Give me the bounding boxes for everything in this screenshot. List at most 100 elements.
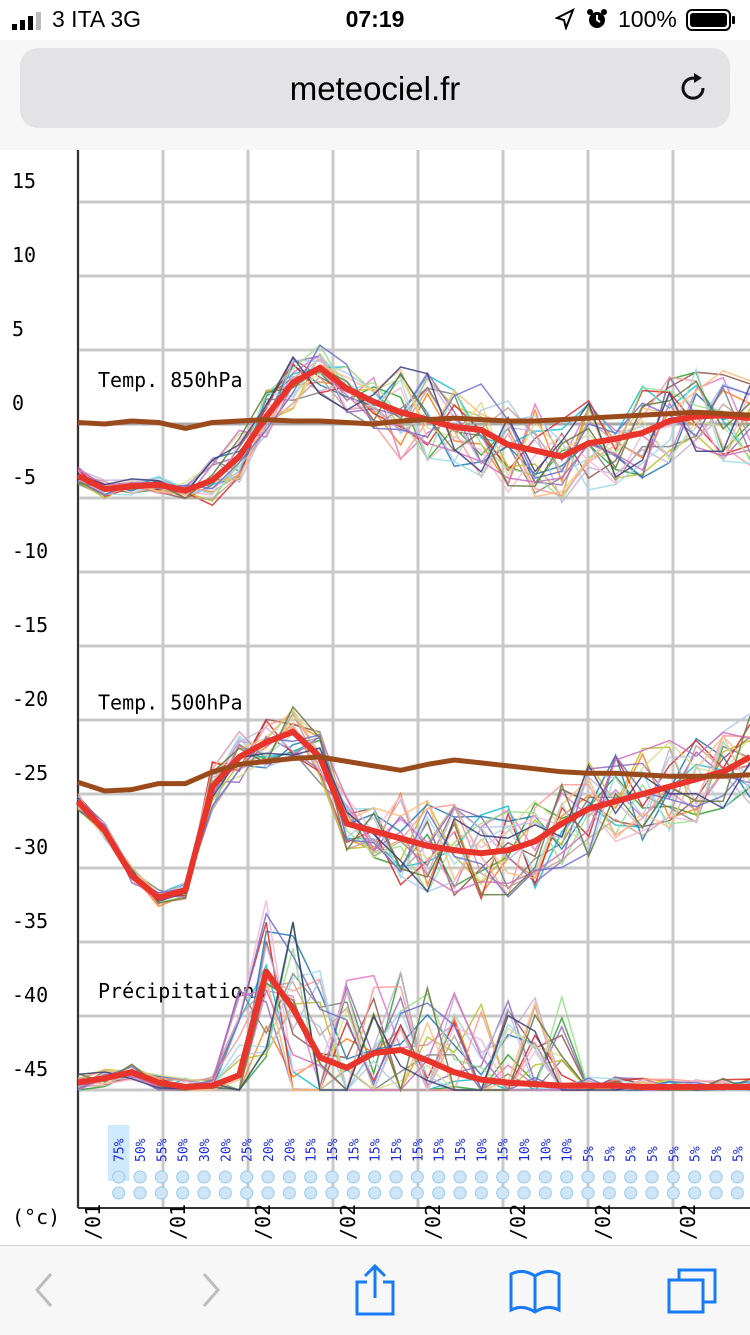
x-tick-label: /01	[81, 1204, 105, 1240]
precip-probability-label: 30%	[198, 1138, 213, 1162]
precip-probability-label: 15%	[411, 1138, 426, 1162]
series-line	[77, 968, 750, 1090]
signal-icon	[12, 12, 41, 30]
precip-probability-label: 20%	[262, 1138, 277, 1162]
precip-probability-label: 5%	[689, 1146, 704, 1162]
snow-icon	[496, 1186, 510, 1200]
bookmarks-icon[interactable]	[505, 1264, 565, 1316]
snow-icon	[112, 1186, 126, 1200]
snow-icon	[304, 1170, 318, 1184]
x-tick-label: /02	[421, 1204, 445, 1240]
series-line	[75, 728, 750, 901]
ensemble-member-line	[77, 722, 750, 908]
snow-icon	[624, 1170, 638, 1184]
snow-icon	[730, 1186, 744, 1200]
snow-icon	[282, 1170, 296, 1184]
precip-probability-label: 10%	[539, 1138, 554, 1162]
snow-icon	[218, 1170, 232, 1184]
panel-title: Temp. 850hPa	[98, 368, 243, 392]
y-tick-label: -40	[12, 983, 48, 1007]
series-line	[76, 364, 750, 494]
snow-icon	[389, 1186, 403, 1200]
y-tick-label: 5	[12, 317, 24, 341]
x-tick-label: /02	[676, 1204, 700, 1240]
browser-toolbar	[0, 1245, 750, 1335]
precip-probability-label: 50%	[134, 1138, 149, 1162]
reload-icon[interactable]	[675, 70, 711, 106]
snow-icon	[517, 1170, 531, 1184]
snow-icon	[346, 1170, 360, 1184]
y-tick-label: 10	[12, 243, 36, 267]
ensemble-member-line	[77, 375, 750, 500]
snow-icon	[645, 1170, 659, 1184]
panel-title: Temp. 500hPa	[98, 691, 243, 715]
snow-icon	[240, 1170, 254, 1184]
snow-icon	[197, 1170, 211, 1184]
x-tick-label: /02	[251, 1204, 275, 1240]
snow-icon	[282, 1186, 296, 1200]
snow-icon	[410, 1186, 424, 1200]
forward-icon[interactable]	[180, 1264, 240, 1316]
precip-probability-label: 5%	[710, 1146, 725, 1162]
snow-icon	[538, 1186, 552, 1200]
precip-probability-label: 15%	[497, 1138, 512, 1162]
snow-icon	[154, 1186, 168, 1200]
tabs-icon[interactable]	[665, 1264, 725, 1316]
snow-icon	[368, 1170, 382, 1184]
snow-icon	[560, 1186, 574, 1200]
snow-icon	[730, 1170, 744, 1184]
precip-probability-label: 5%	[603, 1146, 618, 1162]
snow-icon	[538, 1170, 552, 1184]
ensemble-member-line	[77, 705, 750, 904]
y-tick-label: 15	[12, 169, 36, 193]
precip-probability-label: 15%	[326, 1138, 341, 1162]
ensemble-chart: 15 10 5 0 -5 -10 -15 -20 -25 -30 -35 -40 -45 (°c) Temp…	[0, 150, 750, 1245]
y-tick-label: -25	[12, 761, 48, 785]
y-tick-label: -35	[12, 909, 48, 933]
precip-probability-label: 75%	[113, 1138, 128, 1162]
snow-icon	[154, 1170, 168, 1184]
precip-probability-label: 10%	[561, 1138, 576, 1162]
snow-icon	[325, 1186, 339, 1200]
y-tick-label: 0	[12, 391, 24, 415]
precip-probability-label: 55%	[155, 1138, 170, 1162]
snow-icon	[261, 1186, 275, 1200]
precip-probability-label: 5%	[731, 1146, 746, 1162]
snow-icon	[261, 1170, 275, 1184]
x-tick-label: /02	[336, 1204, 360, 1240]
snow-icon	[517, 1186, 531, 1200]
url-text[interactable]: meteociel.fr	[289, 70, 461, 107]
snow-icon	[304, 1186, 318, 1200]
y-axis-unit: (°c)	[12, 1205, 60, 1229]
snow-icon	[176, 1186, 190, 1200]
snow-icon	[688, 1186, 702, 1200]
precip-probability-label: 20%	[219, 1138, 234, 1162]
snow-icon	[240, 1186, 254, 1200]
y-tick-label: -45	[12, 1057, 48, 1081]
snow-icon	[453, 1186, 467, 1200]
snow-icon	[218, 1186, 232, 1200]
ensemble-member-line	[77, 713, 750, 900]
snow-icon	[581, 1186, 595, 1200]
snow-icon	[560, 1170, 574, 1184]
precip-probability-label: 10%	[518, 1138, 533, 1162]
series-line	[77, 409, 750, 431]
snow-icon	[112, 1170, 126, 1184]
x-tick-label: /02	[506, 1204, 530, 1240]
y-tick-label: -20	[12, 687, 48, 711]
back-icon[interactable]	[15, 1264, 75, 1316]
snow-icon	[389, 1170, 403, 1184]
address-bar[interactable]: meteociel.fr	[20, 48, 730, 128]
share-icon[interactable]	[345, 1264, 405, 1316]
snow-icon	[709, 1170, 723, 1184]
snow-icon	[645, 1186, 659, 1200]
snow-icon	[709, 1186, 723, 1200]
snow-icon	[688, 1170, 702, 1184]
series-line	[77, 754, 750, 794]
snow-icon	[474, 1186, 488, 1200]
precip-probability-label: 5%	[625, 1146, 640, 1162]
chart-svg: 15 10 5 0 -5 -10 -15 -20 -25 -30 -35 -40 -45 (°c) Temp…	[12, 150, 750, 1240]
snow-icon	[453, 1170, 467, 1184]
precip-probability-label: 15%	[369, 1138, 384, 1162]
y-tick-label: -15	[12, 613, 48, 637]
